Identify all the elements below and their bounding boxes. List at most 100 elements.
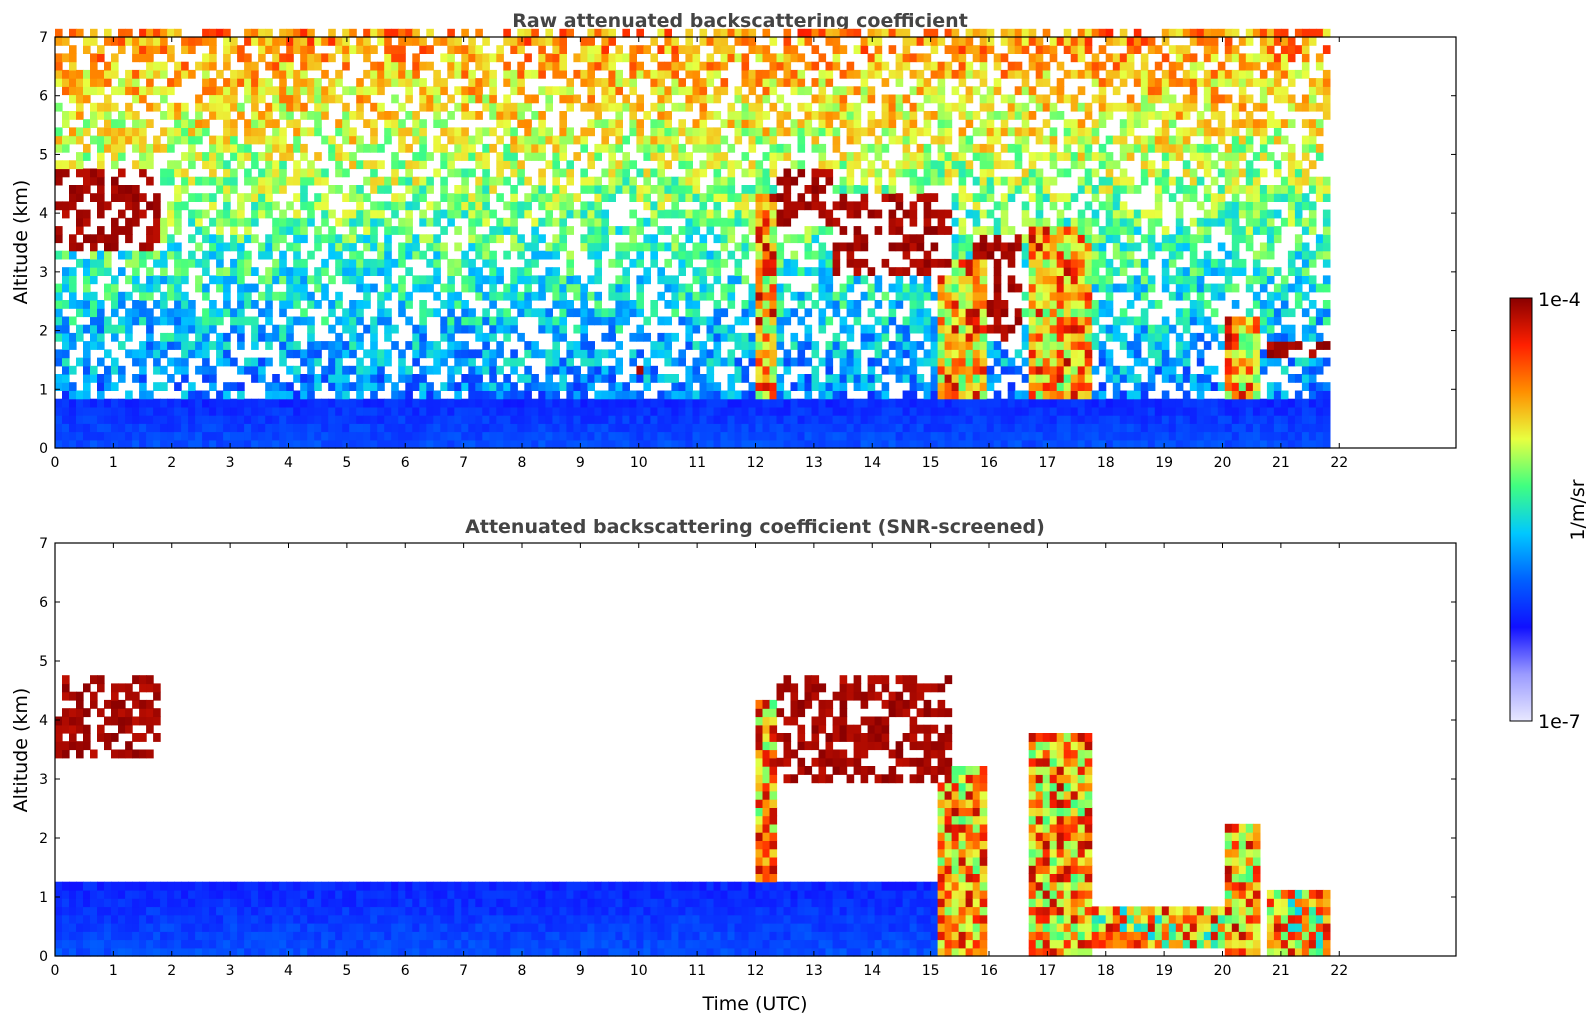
heatmap-cell	[384, 423, 392, 433]
heatmap-cell	[377, 349, 385, 359]
heatmap-cell	[769, 390, 778, 400]
heatmap-cell	[482, 423, 490, 433]
heatmap-cell	[587, 374, 595, 383]
heatmap-cell	[160, 291, 168, 301]
heatmap-cell	[440, 176, 448, 186]
heatmap-cell	[545, 242, 553, 252]
heatmap-cell	[727, 102, 736, 112]
heatmap-cell	[762, 242, 771, 252]
heatmap-cell	[251, 94, 259, 104]
heatmap-cell	[832, 267, 841, 276]
heatmap-cell	[755, 185, 764, 194]
heatmap-cell	[279, 69, 287, 79]
heatmap-cell	[853, 439, 862, 449]
heatmap-cell	[419, 398, 427, 408]
heatmap-cell	[440, 53, 448, 63]
heatmap-cell	[727, 291, 736, 301]
heatmap-cell	[90, 316, 98, 326]
heatmap-cell	[55, 398, 63, 408]
heatmap-cell	[741, 102, 750, 112]
heatmap-cell	[965, 332, 974, 342]
heatmap-cell	[335, 160, 343, 170]
heatmap-cell	[979, 234, 988, 244]
heatmap-cell	[636, 406, 644, 416]
heatmap-cell	[454, 406, 462, 416]
heatmap-cell	[713, 168, 722, 178]
heatmap-cell	[258, 119, 266, 128]
heatmap-cell	[685, 324, 693, 334]
heatmap-cell	[930, 45, 939, 54]
heatmap-cell	[706, 135, 715, 145]
heatmap-cell	[1035, 291, 1044, 301]
heatmap-cell	[762, 234, 771, 244]
heatmap-cell	[97, 398, 105, 408]
heatmap-cell	[475, 374, 483, 383]
heatmap-cell	[937, 102, 946, 112]
heatmap-cell	[188, 217, 196, 227]
heatmap-cell	[818, 111, 827, 120]
heatmap-cell	[426, 61, 434, 71]
heatmap-cell	[566, 267, 574, 276]
heatmap-cell	[839, 69, 848, 79]
heatmap-cell	[545, 398, 553, 408]
heatmap-cell	[538, 415, 546, 424]
heatmap-cell	[237, 406, 245, 416]
heatmap-cell	[454, 69, 462, 79]
heatmap-cell	[587, 127, 595, 137]
heatmap-cell	[587, 209, 595, 219]
heatmap-cell	[601, 332, 609, 342]
heatmap-cell	[825, 250, 834, 260]
heatmap-cell	[237, 242, 245, 252]
heatmap-cell	[370, 226, 378, 235]
heatmap-cell	[55, 324, 63, 334]
heatmap-cell	[706, 209, 715, 219]
heatmap-cell	[664, 111, 672, 120]
heatmap-cell	[118, 365, 126, 375]
heatmap-cell	[636, 61, 644, 71]
heatmap-cell	[755, 135, 764, 145]
heatmap-cell	[251, 102, 259, 112]
heatmap-cell	[237, 291, 245, 301]
heatmap-cell	[342, 316, 350, 326]
heatmap-cell	[209, 37, 217, 46]
heatmap-cell	[258, 37, 266, 46]
heatmap-cell	[846, 332, 855, 342]
heatmap-cell	[328, 324, 336, 334]
heatmap-cell	[678, 357, 686, 367]
heatmap-cell	[958, 250, 967, 260]
heatmap-cell	[699, 316, 708, 326]
heatmap-cell	[951, 349, 960, 359]
heatmap-cell	[825, 374, 834, 383]
heatmap-cell	[972, 324, 981, 334]
heatmap-cell	[790, 69, 799, 79]
heatmap-cell	[853, 415, 862, 424]
heatmap-cell	[524, 176, 532, 186]
heatmap-cell	[734, 415, 743, 424]
heatmap-cell	[398, 431, 406, 441]
heatmap-cell	[307, 423, 315, 433]
heatmap-cell	[272, 431, 280, 441]
heatmap-cell	[83, 176, 91, 186]
heatmap-cell	[636, 135, 644, 145]
heatmap-cell	[902, 365, 911, 375]
heatmap-cell	[209, 111, 217, 120]
heatmap-cell	[489, 275, 497, 285]
heatmap-cell	[279, 152, 287, 161]
heatmap-cell	[699, 267, 708, 276]
heatmap-cell	[503, 127, 511, 137]
heatmap-cell	[503, 374, 511, 383]
heatmap-cell	[125, 201, 133, 211]
heatmap-cell	[370, 102, 378, 112]
heatmap-cell	[944, 258, 953, 268]
heatmap-cell	[174, 111, 182, 120]
heatmap-cell	[167, 308, 175, 318]
heatmap-cell	[545, 61, 553, 71]
heatmap-cell	[783, 423, 792, 433]
heatmap-cell	[930, 291, 939, 301]
heatmap-cell	[559, 94, 567, 104]
heatmap-cell	[748, 398, 757, 408]
heatmap-cell	[846, 176, 855, 186]
heatmap-cell	[342, 119, 350, 128]
heatmap-cell	[398, 201, 406, 211]
heatmap-cell	[776, 119, 785, 128]
